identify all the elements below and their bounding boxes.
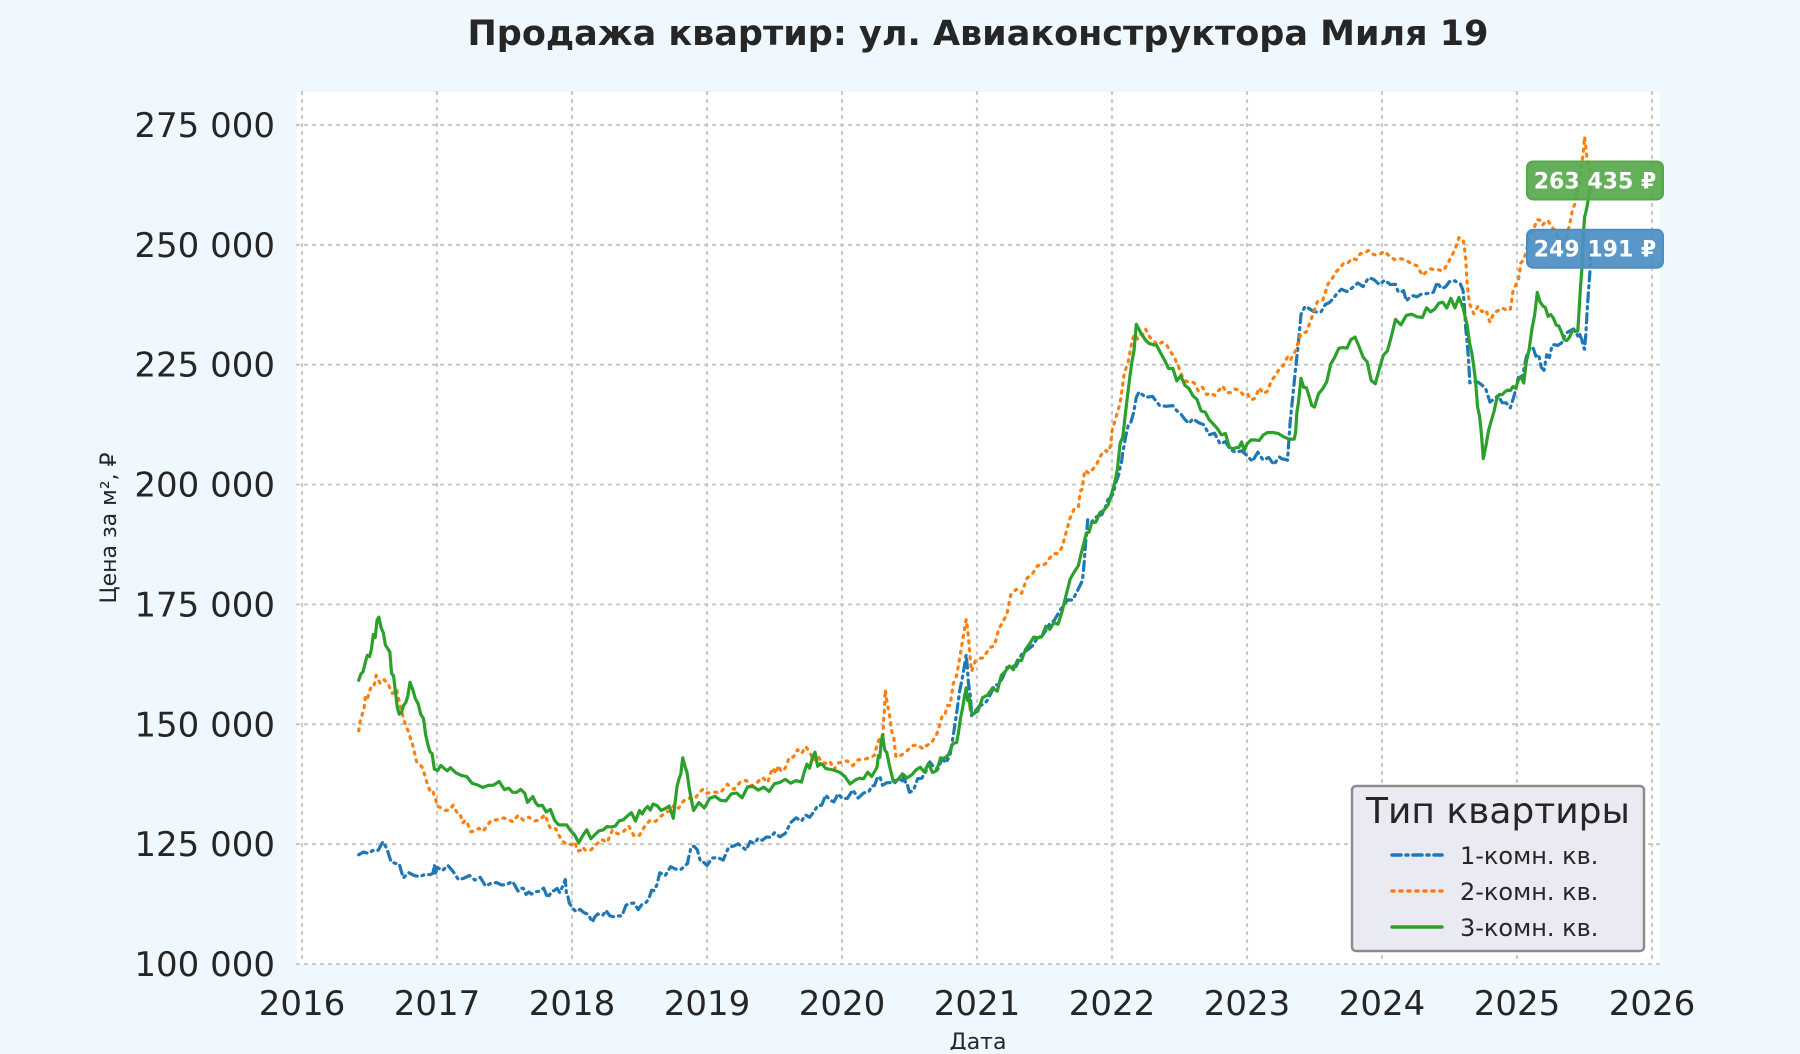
y-tick-label: 125 000	[134, 825, 275, 865]
legend-label-series-2-room: 2-комн. кв.	[1460, 878, 1598, 906]
x-tick-label: 2016	[259, 984, 346, 1024]
x-tick-label: 2018	[529, 984, 616, 1024]
x-tick-label: 2020	[799, 984, 886, 1024]
y-tick-label: 225 000	[134, 346, 275, 386]
value-badge-label: 249 191 ₽	[1534, 238, 1656, 263]
y-tick-label: 275 000	[134, 106, 275, 146]
series-layer	[357, 135, 1593, 924]
y-tick-label: 150 000	[134, 705, 275, 745]
x-tick-label: 2024	[1339, 984, 1426, 1024]
annotations: 263 435 ₽ 249 191 ₽	[1526, 160, 1664, 269]
value-badge	[1526, 228, 1664, 269]
x-tick-label: 2025	[1474, 984, 1561, 1024]
y-tick-label: 175 000	[134, 585, 275, 625]
legend-title: Тип квартиры	[1365, 791, 1630, 832]
x-tick-label: 2022	[1069, 984, 1156, 1024]
x-axis-label: Дата	[950, 1030, 1007, 1050]
chart-title: Продажа квартир: ул. Авиаконструктора Ми…	[467, 14, 1488, 54]
value-badge	[1526, 160, 1664, 201]
y-tick-label: 250 000	[134, 226, 275, 266]
legend-label-series-3-room: 3-комн. кв.	[1460, 914, 1598, 942]
x-tick-label: 2017	[394, 984, 481, 1024]
y-axis-label: Цена за м², ₽	[97, 452, 122, 603]
tick-labels: 2016 2017 2018 2019 2020 2021 2022 2023 2024 2025…	[134, 106, 1695, 1024]
y-tick-label: 100 000	[134, 945, 275, 985]
x-tick-label: 2026	[1609, 984, 1696, 1024]
grid	[295, 90, 1662, 966]
series-3-room-line	[357, 178, 1593, 845]
y-tick-label: 200 000	[134, 466, 275, 506]
legend: Тип квартиры 1-комн. кв. 2-комн. кв. 3-ком…	[1350, 784, 1646, 953]
legend-label-series-1-room: 1-комн. кв.	[1460, 842, 1598, 870]
x-tick-label: 2021	[934, 984, 1021, 1024]
series-2-room-line	[357, 135, 1593, 853]
x-tick-label: 2019	[664, 984, 751, 1024]
legend-box	[1350, 784, 1646, 953]
value-badge-label: 263 435 ₽	[1534, 169, 1656, 194]
x-tick-label: 2023	[1204, 984, 1291, 1024]
legend-items: 1-комн. кв. 2-комн. кв. 3-комн. кв.	[1390, 842, 1598, 942]
